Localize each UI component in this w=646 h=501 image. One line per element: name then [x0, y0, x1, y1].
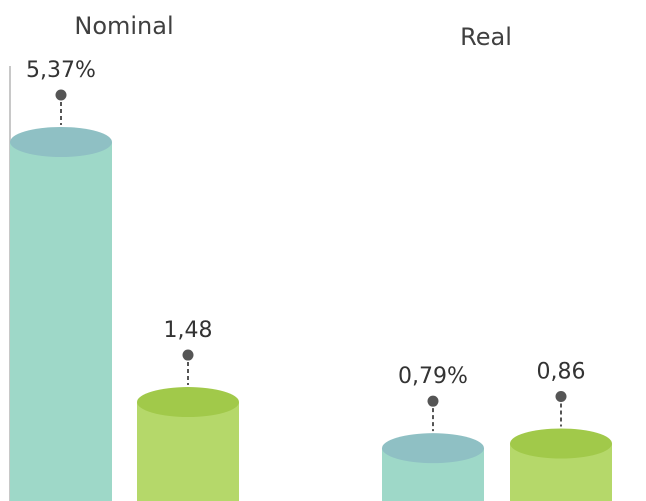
bar-nominal-1: 5,37%: [10, 58, 112, 501]
data-label: 5,37%: [26, 58, 96, 83]
leader-dot: [427, 395, 439, 407]
leader-dot: [182, 349, 194, 361]
bar-nominal-2: 1,48: [137, 318, 239, 501]
data-label: 0,79%: [398, 364, 468, 389]
group-title-nominal: Nominal: [74, 12, 173, 40]
bar-top: [382, 433, 484, 464]
bar-top: [10, 127, 112, 157]
bar-real-2: 0,86: [510, 360, 612, 501]
group-title-real: Real: [460, 23, 512, 51]
data-label: 0,86: [537, 360, 586, 385]
bar-real-1: 0,79%: [382, 364, 484, 501]
leader-dot: [55, 89, 67, 101]
bar-top: [137, 387, 239, 418]
leader-dot: [555, 391, 567, 403]
bar-body: [137, 402, 239, 501]
bar-top: [510, 428, 612, 459]
bar-body: [10, 142, 112, 501]
data-label: 1,48: [164, 318, 213, 343]
